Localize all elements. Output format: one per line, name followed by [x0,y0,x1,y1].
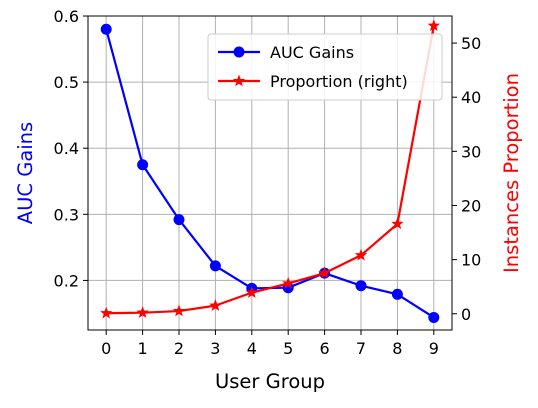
data-point [282,276,295,289]
data-point [391,217,404,230]
plot-frame [87,15,453,331]
data-point [100,306,113,319]
x-tick-label: 2 [174,339,184,358]
data-point [427,19,440,31]
legend-box [207,33,443,101]
left-tick-label: 0.2 [54,271,79,290]
legend-marker [232,74,246,87]
data-point [354,248,368,261]
data-point [172,304,186,317]
series-1 [100,19,440,319]
x-tick-label: 5 [283,339,293,358]
data-point [137,159,149,171]
x-tick-label: 7 [356,339,366,358]
right-tick-label: 0 [461,305,471,324]
legend: AUC Gains Proportion (right) [207,33,443,101]
data-point [245,286,258,298]
data-point [318,266,331,279]
left-axis-ticks: 0.2 0.3 0.4 0.5 0.6 [54,7,88,290]
data-point [391,288,403,300]
data-point [209,260,221,272]
data-point [100,23,112,35]
x-axis-ticks: 0 1 2 3 4 5 6 7 8 9 [101,330,439,358]
series-line [106,25,435,315]
data-point [209,299,222,311]
right-tick-label: 20 [461,196,481,215]
x-tick-label: 0 [101,339,111,358]
x-tick-label: 4 [247,339,257,358]
right-axis-label: Instances Proportion [500,73,523,273]
data-point [428,311,440,323]
x-tick-label: 9 [429,339,439,358]
left-tick-label: 0.4 [54,139,79,158]
series-layer [100,19,440,323]
left-axis-label: AUC Gains [14,122,37,224]
legend-items [218,46,260,87]
x-tick-label: 6 [320,339,330,358]
data-point [173,214,185,226]
legend-label-auc-gains: AUC Gains [270,43,354,62]
right-tick-label: 10 [461,251,481,270]
left-tick-label: 0.5 [54,73,79,92]
data-point [136,306,149,318]
right-tick-label: 50 [461,34,481,53]
x-tick-label: 8 [392,339,402,358]
data-point [355,280,367,292]
left-tick-label: 0.6 [54,7,79,26]
x-axis-label: User Group [215,370,325,393]
x-tick-label: 1 [138,339,148,358]
left-tick-label: 0.3 [54,205,79,224]
legend-label-proportion: Proportion (right) [270,72,408,91]
legend-marker [233,46,245,58]
right-tick-label: 40 [461,88,481,107]
right-tick-label: 30 [461,142,481,161]
right-axis-ticks: 0 10 20 30 40 50 [452,34,481,324]
x-tick-label: 3 [210,339,220,358]
